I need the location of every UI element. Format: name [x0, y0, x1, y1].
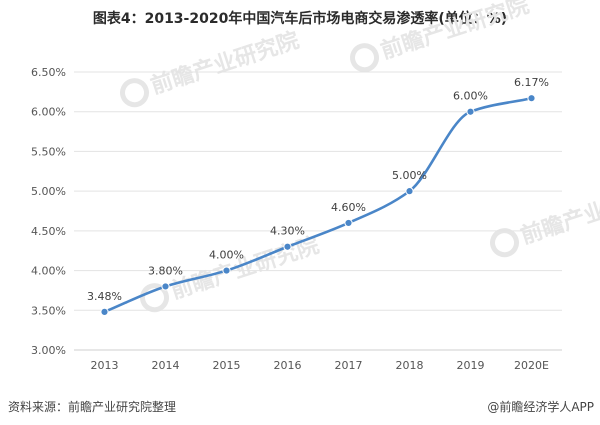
y-tick-label: 6.50% [31, 66, 66, 79]
x-tick-label: 2020E [514, 359, 549, 372]
x-tick-label: 2014 [152, 359, 180, 372]
x-tick-label: 2017 [335, 359, 363, 372]
data-point [344, 218, 353, 228]
watermark: 前瞻产业研究院 [490, 177, 600, 258]
y-tick-label: 6.00% [31, 106, 66, 119]
data-point [527, 94, 536, 103]
data-label: 3.48% [87, 290, 122, 303]
watermark-text: 前瞻产业研究院 [378, 0, 533, 64]
data-point [222, 266, 231, 275]
x-tick-label: 2019 [457, 359, 485, 372]
x-tick-label: 2016 [274, 359, 302, 372]
y-tick-label: 4.50% [31, 225, 66, 238]
data-point [283, 242, 292, 251]
data-label: 3.80% [148, 264, 183, 277]
data-label: 6.17% [514, 76, 549, 89]
data-label: 5.00% [392, 169, 427, 182]
watermark-text: 前瞻产业研究院 [518, 177, 600, 249]
data-point [405, 187, 414, 196]
x-axis: 2013 2014 2015 2016 2017 2018 2019 2020E [74, 349, 562, 372]
data-points [100, 94, 536, 316]
x-tick-label: 2018 [396, 359, 424, 372]
y-axis: 6.50% 6.00% 5.50% 5.00% 4.50% 4.00% 3.50% 3.00% [31, 66, 66, 357]
data-label: 6.00% [453, 90, 488, 103]
watermark: 前瞻产业研究院 [350, 0, 533, 73]
data-label: 4.60% [331, 201, 366, 214]
y-tick-label: 4.00% [31, 265, 66, 278]
x-tick-label: 2013 [91, 359, 119, 372]
watermark-logo-icon [120, 78, 150, 108]
brand-credit: @前瞻经济学人APP [487, 400, 594, 414]
watermark-text: 前瞻产业研究院 [148, 27, 303, 99]
source-note: 资料来源：前瞻产业研究院整理 [8, 400, 177, 414]
data-label: 4.30% [270, 225, 305, 238]
data-point [466, 107, 475, 116]
watermark-logo-icon [490, 228, 520, 258]
watermark-logo-icon [350, 43, 380, 73]
series-line [103, 96, 533, 314]
y-tick-label: 5.00% [31, 185, 66, 198]
watermark: 前瞻产业研究院 [120, 27, 303, 108]
data-labels: 3.48% 3.80% 4.00% 4.30% 4.60% 5.00% 6.00% 6.17% [87, 76, 549, 303]
y-tick-label: 5.50% [31, 145, 66, 158]
chart-title: 图表4：2013-2020年中国汽车后市场电商交易渗透率(单位：%) [92, 11, 508, 27]
data-label: 4.00% [209, 249, 244, 262]
y-tick-label: 3.00% [31, 344, 66, 357]
data-point [100, 307, 109, 316]
x-tick-label: 2015 [213, 359, 241, 372]
y-tick-label: 3.50% [31, 304, 66, 317]
watermark-logo-icon [140, 283, 170, 313]
data-point [161, 282, 170, 291]
